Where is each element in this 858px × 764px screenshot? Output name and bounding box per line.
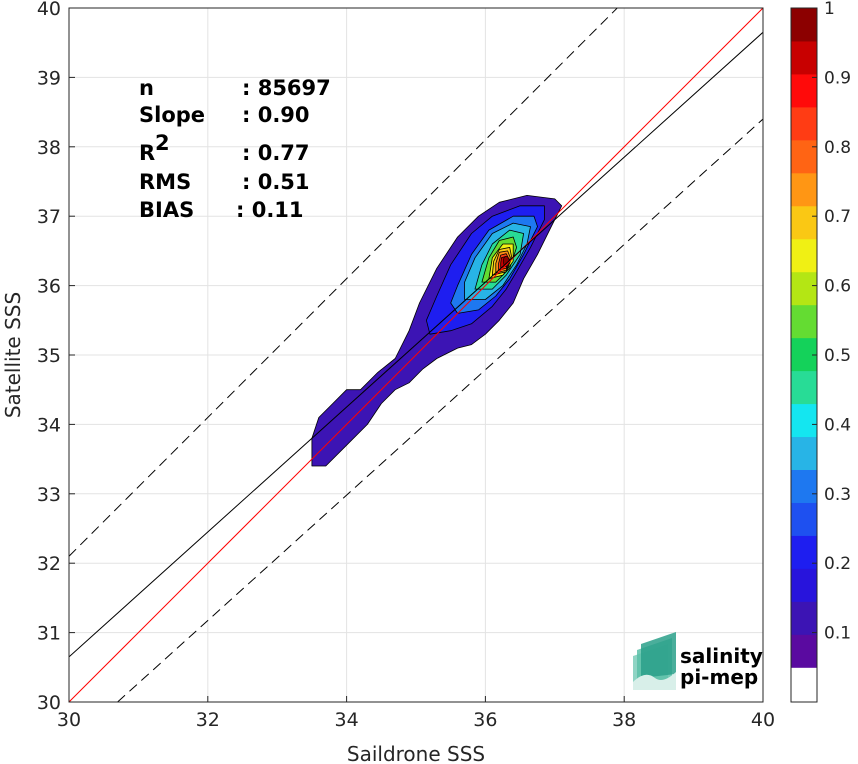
colorbar-band: [791, 139, 817, 174]
one-to-one-line: [69, 8, 763, 702]
colorbar-tick-label: 0.6: [824, 277, 851, 297]
x-tick-label: 30: [57, 709, 81, 731]
stat-key-superscript: 2: [155, 131, 170, 155]
colorbar-band: [791, 172, 817, 207]
x-axis-ticks: 30 32 34 36 38 40: [57, 696, 775, 731]
x-tick-label: 40: [751, 709, 775, 731]
stat-value: : 85697: [242, 76, 331, 100]
stat-row: RMS : 0.51: [139, 170, 310, 194]
y-axis-ticks: 30 31 32 33 34 35 36 37 38 39 40: [37, 0, 75, 714]
colorbar-band: [791, 205, 817, 240]
stat-key: Slope: [139, 103, 205, 127]
stat-row: BIAS : 0.11: [139, 198, 304, 222]
stat-value: : 0.51: [242, 170, 310, 194]
colorbar-band: [791, 106, 817, 141]
y-axis-label: Satellite SSS: [1, 292, 25, 418]
y-tick-label: 34: [37, 414, 61, 436]
colorbar-tick-label: 0.3: [824, 485, 851, 505]
colorbar-band: [791, 436, 817, 471]
colorbar-band: [791, 304, 817, 339]
statistics-box: n : 85697 Slope : 0.90 R 2 : 0.77 RMS : 0.51 BIAS…: [139, 76, 331, 222]
stat-row: Slope : 0.90: [139, 103, 310, 127]
colorbar-tick-label: 0.2: [824, 554, 851, 574]
colorbar-band: [791, 73, 817, 108]
colorbar-band: [791, 634, 817, 668]
y-tick-label: 32: [37, 553, 61, 575]
stat-key: BIAS: [139, 198, 194, 222]
x-axis-label: Saildrone SSS: [347, 742, 485, 764]
lower-bound-line: [117, 118, 763, 702]
colorbar-band: [791, 535, 817, 569]
y-tick-label: 30: [37, 692, 61, 714]
colorbar-band: [791, 667, 817, 702]
x-tick-label: 32: [196, 709, 220, 731]
x-tick-label: 36: [473, 709, 497, 731]
colorbar: 0.1 0.2 0.3 0.4 0.5 0.6 0.7 0.8 0.9 1: [790, 0, 851, 703]
colorbar-band: [791, 40, 817, 75]
colorbar-band: [791, 337, 817, 372]
y-tick-label: 35: [37, 345, 61, 367]
y-tick-label: 39: [37, 67, 61, 89]
regression-line: [69, 31, 763, 658]
colorbar-tick-label: 0.4: [824, 415, 851, 435]
x-tick-label: 34: [335, 709, 359, 731]
logo-line-1: salinity: [680, 644, 763, 668]
y-tick-label: 40: [37, 0, 61, 20]
colorbar-tick-label: 0.5: [824, 346, 851, 366]
colorbar-tick-label: 1: [824, 0, 835, 19]
colorbar-band: [791, 8, 817, 42]
stat-key: RMS: [139, 170, 191, 194]
logo-line-2: pi-mep: [680, 665, 758, 689]
colorbar-band: [791, 370, 817, 405]
colorbar-tick-label: 0.8: [824, 138, 851, 158]
logo-icon: [633, 632, 676, 690]
stat-key: n: [139, 76, 154, 100]
stat-value: : 0.90: [242, 103, 310, 127]
stat-key: R: [139, 141, 155, 165]
colorbar-tick-label: 0.7: [824, 207, 851, 227]
grid-lines: [68, 7, 764, 703]
stat-row: n : 85697: [139, 76, 331, 100]
colorbar-band: [791, 238, 817, 273]
colorbar-band: [791, 403, 817, 438]
y-tick-label: 33: [37, 484, 61, 506]
salinity-pi-mep-logo: salinity pi-mep: [633, 632, 763, 690]
colorbar-tick-label: 0.1: [824, 624, 851, 644]
colorbar-band: [791, 601, 817, 635]
upper-bound-line: [69, 8, 618, 557]
reference-lines: [69, 8, 763, 702]
colorbar-band: [791, 469, 817, 503]
colorbar-band: [791, 271, 817, 306]
colorbar-tick-label: 0.9: [824, 68, 851, 88]
y-tick-label: 36: [37, 276, 61, 298]
colorbar-band: [791, 568, 817, 602]
stat-value: : 0.77: [242, 141, 310, 165]
y-tick-label: 38: [37, 137, 61, 159]
y-tick-label: 37: [37, 206, 61, 228]
density-contours: [311, 194, 563, 467]
y-tick-label: 31: [37, 623, 61, 645]
x-tick-label: 38: [612, 709, 636, 731]
stat-value: : 0.11: [236, 198, 304, 222]
colorbar-band: [791, 502, 817, 536]
